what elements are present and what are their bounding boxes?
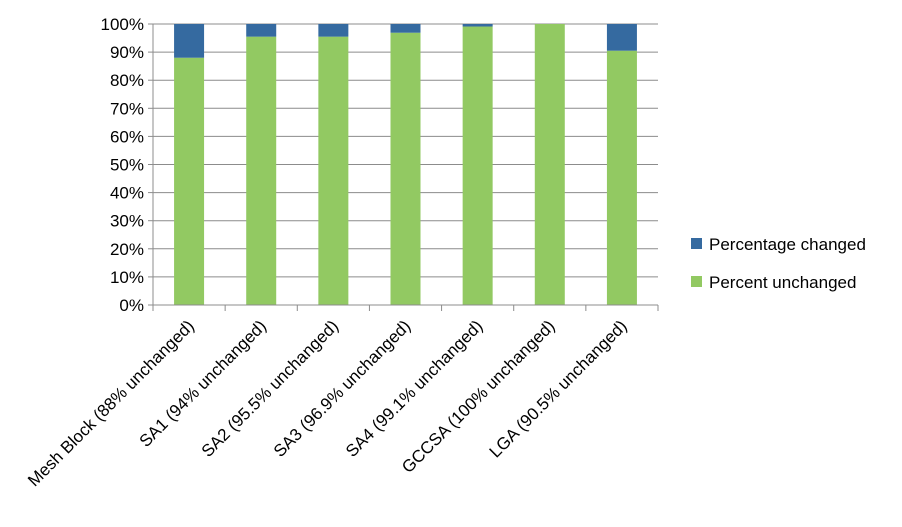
y-tick-label: 80% [110,71,144,90]
x-tick-label: SA3 (96.9% unchanged) [270,316,414,460]
bar-segment [246,36,277,306]
y-tick-label: 10% [110,268,144,287]
legend-swatch [691,276,702,287]
bar-segment [318,24,349,37]
y-tick-label: 30% [110,212,144,231]
legend-item: Percentage changed [691,235,866,254]
bar-segment [606,24,637,51]
legend: Percentage changed Percent unchanged [691,235,866,292]
bar-segment [606,50,637,305]
y-tick-label: 100% [101,15,144,34]
bar-segment [390,32,421,305]
legend-swatch [691,238,702,249]
y-tick-label: 20% [110,240,144,259]
x-tick-label: LGA (90.5% unchanged) [486,316,631,461]
y-tick-label: 60% [110,127,144,146]
legend-label: Percent unchanged [709,273,856,292]
y-tick-label: 40% [110,184,144,203]
bar-segment [390,24,421,33]
bar-segment [174,24,205,58]
x-tick-labels: Mesh Block (88% unchanged)SA1 (94% uncha… [24,316,631,490]
bars [174,24,637,306]
legend-label: Percentage changed [709,235,866,254]
bar-segment [174,57,205,305]
bar-segment [246,24,277,37]
bar-segment [462,26,493,306]
y-tick-labels: 0% 10% 20% 30% 40% 50% 60% 70% 80% 90% 100% [101,15,144,315]
y-tick-label: 50% [110,156,144,175]
y-tick-label: 70% [110,99,144,118]
axes [148,23,659,311]
x-tick-label: GCCSA (100% unchanged) [398,316,558,476]
x-tick-label: SA1 (94% unchanged) [136,316,270,450]
legend-item: Percent unchanged [691,273,856,292]
y-tick-label: 0% [119,296,144,315]
y-tick-label: 90% [110,43,144,62]
bar-segment [318,36,349,306]
bar-segment [462,24,493,27]
bar-segment [534,24,565,305]
x-tick-label: SA2 (95.5% unchanged) [198,316,342,460]
x-tick-label: SA4 (99.1% unchanged) [342,316,486,460]
